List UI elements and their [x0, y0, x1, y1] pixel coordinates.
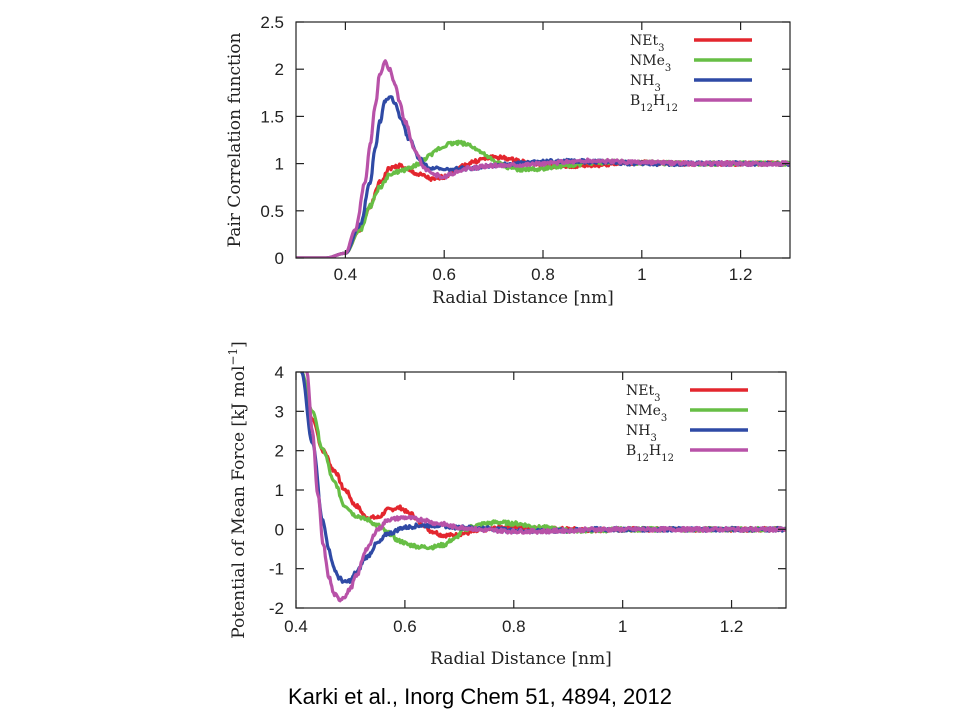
y-axis-label: Pair Correlation function	[225, 32, 245, 247]
pair-correlation-chart: 0.4 0.6 0.8 1 1.2 0 0.5 1 1.5 2 2.5 Radial Distance…	[225, 13, 791, 308]
y-tick-label: 2	[275, 60, 284, 79]
x-tick-label: 1.2	[720, 617, 744, 636]
x-tick-label: 0.4	[334, 265, 358, 284]
legend-label-net3: NEt3	[630, 33, 664, 54]
x-tick-label: 1	[618, 617, 627, 636]
series-line-nme3	[300, 372, 786, 551]
legend-label-net3: NEt3	[626, 383, 660, 404]
legend-label-nh3: NH3	[630, 73, 661, 94]
y-tick-label: 0	[275, 520, 284, 539]
y-tick-label: -2	[269, 599, 284, 618]
y-tick-label: 4	[275, 363, 284, 382]
y-tick-label: 0	[275, 249, 284, 268]
legend-label-b12h12: B12H12	[626, 443, 674, 464]
x-tick-label: 0.8	[531, 265, 555, 284]
series-line-net3	[300, 372, 786, 539]
figure-canvas: 0.4 0.6 0.8 1 1.2 0 0.5 1 1.5 2 2.5 Radial Distance…	[225, 13, 791, 669]
series-line-nh3	[300, 372, 786, 584]
y-tick-label: 3	[275, 402, 284, 421]
potential-of-mean-force-chart: 0.4 0.6 0.8 1 1.2 -2 -1 0 1 2 3 4 Radial Distance [n…	[226, 341, 787, 669]
y-tick-label: 1.5	[260, 107, 284, 126]
legend-label-b12h12: B12H12	[630, 93, 678, 114]
series-line-b12h12	[305, 372, 786, 603]
series-line-b12h12	[296, 59, 790, 258]
y-tick-label: 1	[275, 481, 284, 500]
series-line-nh3	[296, 95, 790, 258]
x-tick-label: 1.2	[729, 265, 753, 284]
x-axis-label: Radial Distance [nm]	[430, 649, 612, 669]
x-tick-label: 1	[637, 265, 646, 284]
legend-label-nme3: NMe3	[626, 403, 667, 424]
x-tick-label: 0.8	[502, 617, 526, 636]
x-tick-label: 0.4	[284, 617, 308, 636]
legend-label-nh3: NH3	[626, 423, 657, 444]
y-tick-label: -1	[269, 560, 284, 579]
x-tick-label: 0.6	[393, 617, 417, 636]
y-axis-label: Potential of Mean Force [kJ mol−1]	[226, 341, 249, 638]
y-tick-label: 0.5	[260, 202, 284, 221]
x-tick-label: 0.6	[432, 265, 456, 284]
citation-text: Karki et al., Inorg Chem 51, 4894, 2012	[287, 684, 672, 709]
x-axis-label: Radial Distance [nm]	[432, 288, 614, 308]
y-tick-label: 1	[275, 155, 284, 174]
y-tick-label: 2	[275, 442, 284, 461]
legend-label-nme3: NMe3	[630, 53, 671, 74]
plot-frame	[295, 371, 787, 609]
y-tick-label: 2.5	[260, 13, 284, 32]
